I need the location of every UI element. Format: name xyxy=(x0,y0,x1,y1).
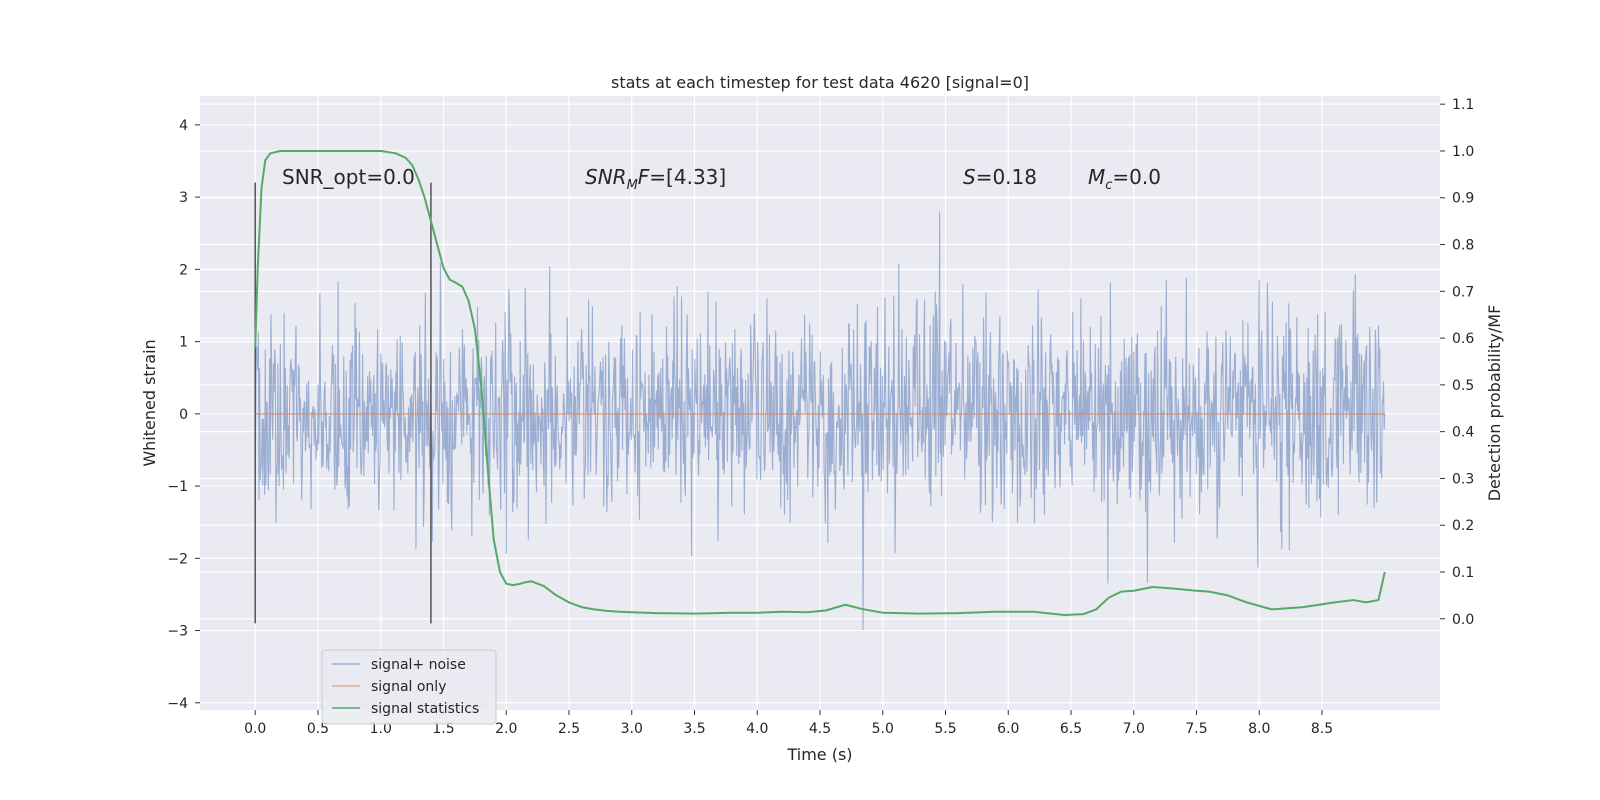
y-tick-label: 4 xyxy=(179,118,188,134)
legend: signal+ noise signal only signal statist… xyxy=(321,649,497,725)
y-tick-label: 0 xyxy=(179,407,188,423)
annotation-s-sym: S xyxy=(963,165,976,189)
chart-title: stats at each timestep for test data 462… xyxy=(611,73,1029,92)
x-tick-label: 5.0 xyxy=(872,721,894,737)
annotation-snr-mf-sub: M xyxy=(627,178,638,193)
grid-right xyxy=(200,103,1440,620)
y-tick-label: 2 xyxy=(179,262,188,278)
y-ticks: 4 3 2 1 0 −1 −2 −3 −4 xyxy=(167,118,200,712)
legend-label-signal-noise: signal+ noise xyxy=(371,657,466,673)
y-tick-label: 1 xyxy=(179,335,188,351)
x-tick-label: 1.5 xyxy=(432,721,454,737)
x-tick-label: 2.5 xyxy=(558,721,580,737)
annotation-snr-mf-prefix: SNR xyxy=(585,165,627,189)
signal-noise-line xyxy=(254,211,1386,631)
y2-tick-label: 0.0 xyxy=(1452,612,1474,628)
y-tick-label: −4 xyxy=(167,696,188,712)
signal-statistics-line xyxy=(254,149,1386,617)
x-tick-label: 4.0 xyxy=(746,721,768,737)
x-tick-label: 6.5 xyxy=(1060,721,1082,737)
x-tick-label: 7.0 xyxy=(1123,721,1145,737)
y-tick-label: −2 xyxy=(167,551,188,567)
annotation-snr-opt: SNR_opt=0.0 xyxy=(282,165,415,189)
y-tick-label: 3 xyxy=(179,190,188,206)
x-tick-label: 4.5 xyxy=(809,721,831,737)
x-axis-label: Time (s) xyxy=(786,745,852,764)
x-tick-label: 6.0 xyxy=(997,721,1019,737)
y2-tick-label: 0.1 xyxy=(1452,565,1474,581)
signal-statistics-series xyxy=(254,149,1386,617)
annotation-mc-sym: M xyxy=(1088,165,1105,189)
annotation-mc-value: =0.0 xyxy=(1112,165,1161,189)
annotation-snr-mf-value: =[4.33] xyxy=(649,165,726,189)
legend-label-signal-statistics: signal statistics xyxy=(371,701,479,717)
legend-frame xyxy=(321,649,497,725)
x-tick-label: 7.5 xyxy=(1185,721,1207,737)
annotation-mc: Mc=0.0 xyxy=(1088,165,1161,193)
x-tick-label: 3.5 xyxy=(683,721,705,737)
y2-tick-label: 0.8 xyxy=(1452,238,1474,254)
y2-tick-label: 1.1 xyxy=(1452,97,1474,113)
y2-tick-label: 0.2 xyxy=(1452,518,1474,534)
y2-tick-label: 0.3 xyxy=(1452,471,1474,487)
y-tick-label: −3 xyxy=(167,624,188,640)
x-tick-label: 0.0 xyxy=(244,721,266,737)
y-axis-label: Whitened strain xyxy=(140,339,159,466)
x-tick-label: 1.0 xyxy=(370,721,392,737)
annotation-snr-mf: SNRMF=[4.33] xyxy=(585,165,726,193)
annotation-mc-sub: c xyxy=(1105,178,1112,193)
y2-tick-label: 0.4 xyxy=(1452,425,1474,441)
annotation-s-value: =0.18 xyxy=(976,165,1037,189)
marker-lines xyxy=(254,182,432,624)
y2-tick-label: 0.9 xyxy=(1452,191,1474,207)
x-tick-label: 8.0 xyxy=(1248,721,1270,737)
y2-ticks: 1.1 1.0 0.9 0.8 0.7 0.6 0.5 0.4 0.3 0.2 0.1 0.0 xyxy=(1440,97,1474,628)
y2-tick-label: 0.5 xyxy=(1452,378,1474,394)
x-tick-label: 8.5 xyxy=(1311,721,1333,737)
x-tick-label: 0.5 xyxy=(307,721,329,737)
y-tick-label: −1 xyxy=(167,479,188,495)
annotation-s: S=0.18 xyxy=(963,165,1037,189)
x-ticks: 0.0 0.5 1.0 1.5 2.0 2.5 3.0 3.5 4.0 4.5 5.0 5.5 6.0 6… xyxy=(244,710,1333,737)
y2-tick-label: 0.7 xyxy=(1452,284,1474,300)
y2-tick-label: 0.6 xyxy=(1452,331,1474,347)
y2-tick-label: 1.0 xyxy=(1452,144,1474,160)
y2-axis-label: Detection probability/MF xyxy=(1485,305,1504,502)
x-tick-label: 2.0 xyxy=(495,721,517,737)
signal-noise-series xyxy=(254,211,1386,631)
annotation-snr-mf-tail: F xyxy=(638,165,650,189)
legend-label-signal-only: signal only xyxy=(371,679,446,695)
x-tick-label: 5.5 xyxy=(934,721,956,737)
x-tick-label: 3.0 xyxy=(621,721,643,737)
